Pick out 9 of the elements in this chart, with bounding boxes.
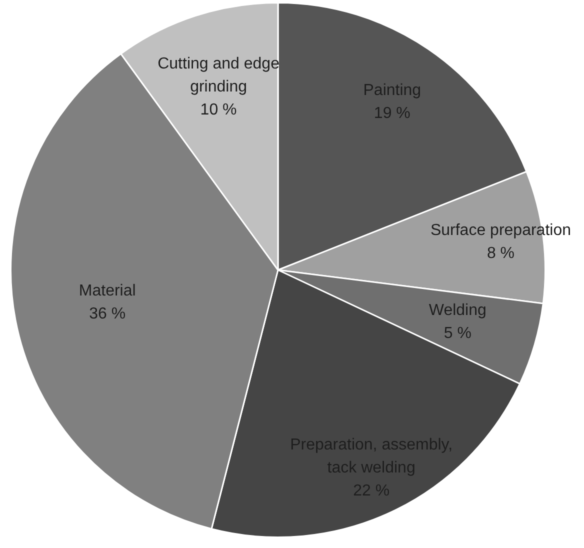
data-label: 19 % — [374, 104, 410, 122]
slice-label: Welding — [428, 302, 486, 320]
slice-label: Painting — [363, 82, 422, 99]
data-label: 10 % — [200, 101, 237, 118]
data-label: 36 % — [89, 305, 126, 322]
data-label: 5 % — [444, 325, 472, 342]
data-label: 8 % — [486, 244, 515, 262]
slice-label: Material — [78, 282, 136, 300]
slice-label: Cutting and edge grinding — [158, 55, 280, 96]
